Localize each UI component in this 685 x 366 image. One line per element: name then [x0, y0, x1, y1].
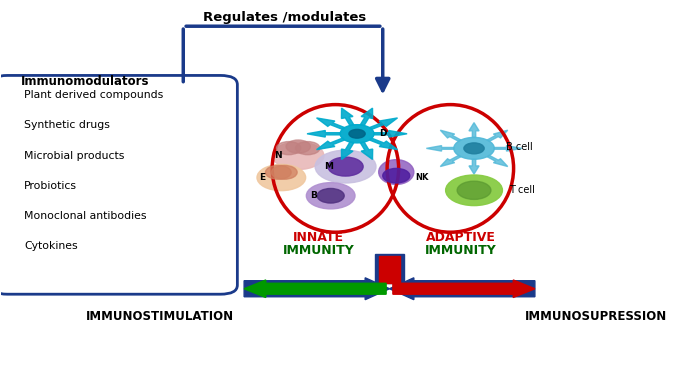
- FancyArrow shape: [487, 156, 508, 167]
- Text: IMMUNOSUPRESSION: IMMUNOSUPRESSION: [525, 310, 667, 322]
- Text: N: N: [274, 151, 282, 160]
- Circle shape: [266, 165, 291, 179]
- FancyArrow shape: [390, 278, 535, 300]
- FancyArrow shape: [316, 138, 345, 150]
- FancyBboxPatch shape: [0, 75, 238, 294]
- Circle shape: [306, 183, 355, 209]
- FancyArrow shape: [360, 108, 373, 126]
- Text: T cell: T cell: [509, 185, 535, 195]
- FancyArrow shape: [426, 146, 453, 151]
- FancyArrow shape: [369, 138, 397, 150]
- Text: IMMUNITY: IMMUNITY: [425, 244, 497, 257]
- Text: M: M: [324, 162, 333, 171]
- FancyArrow shape: [440, 156, 461, 167]
- Text: Plant derived compounds: Plant derived compounds: [25, 90, 164, 100]
- Circle shape: [453, 137, 495, 159]
- Text: NK: NK: [415, 173, 429, 182]
- Text: IMMUNOSTIMULATION: IMMUNOSTIMULATION: [86, 310, 234, 322]
- FancyArrow shape: [369, 118, 397, 129]
- Circle shape: [273, 142, 324, 169]
- Text: INNATE: INNATE: [293, 231, 344, 244]
- FancyArrow shape: [487, 130, 508, 141]
- Text: Monoclonal antibodies: Monoclonal antibodies: [25, 211, 147, 221]
- FancyArrow shape: [495, 146, 522, 151]
- Text: ADAPTIVE: ADAPTIVE: [425, 231, 495, 244]
- FancyArrow shape: [469, 159, 479, 174]
- Text: E: E: [260, 173, 266, 182]
- Text: Immunomodulators: Immunomodulators: [21, 75, 149, 89]
- FancyArrow shape: [393, 280, 535, 298]
- FancyArrow shape: [440, 130, 461, 141]
- FancyArrow shape: [379, 256, 399, 283]
- Circle shape: [328, 157, 363, 176]
- Circle shape: [317, 188, 344, 203]
- Circle shape: [277, 142, 301, 155]
- FancyArrow shape: [374, 131, 407, 137]
- FancyArrow shape: [360, 142, 373, 160]
- FancyArrow shape: [244, 280, 386, 298]
- FancyArrow shape: [316, 118, 345, 129]
- FancyArrow shape: [469, 123, 479, 137]
- Circle shape: [315, 150, 376, 183]
- Text: Microbial products: Microbial products: [25, 150, 125, 161]
- Circle shape: [349, 130, 365, 138]
- Text: B cell: B cell: [506, 142, 533, 152]
- Circle shape: [286, 140, 310, 153]
- Circle shape: [340, 125, 374, 143]
- Circle shape: [296, 142, 320, 155]
- Text: Synthetic drugs: Synthetic drugs: [25, 120, 110, 130]
- Text: Regulates /modulates: Regulates /modulates: [203, 11, 366, 23]
- Text: D: D: [379, 129, 387, 138]
- Circle shape: [464, 143, 484, 154]
- FancyArrow shape: [307, 131, 340, 137]
- Circle shape: [271, 165, 297, 179]
- Circle shape: [257, 164, 306, 191]
- FancyArrow shape: [375, 254, 404, 283]
- FancyArrow shape: [341, 142, 353, 160]
- Text: Cytokines: Cytokines: [25, 241, 78, 251]
- FancyArrow shape: [341, 108, 353, 126]
- Text: IMMUNITY: IMMUNITY: [283, 244, 354, 257]
- FancyArrow shape: [244, 278, 390, 300]
- Text: Probiotics: Probiotics: [25, 181, 77, 191]
- Text: B: B: [310, 191, 317, 200]
- Circle shape: [457, 181, 491, 199]
- Circle shape: [446, 175, 502, 206]
- Circle shape: [383, 168, 410, 183]
- Ellipse shape: [379, 160, 414, 184]
